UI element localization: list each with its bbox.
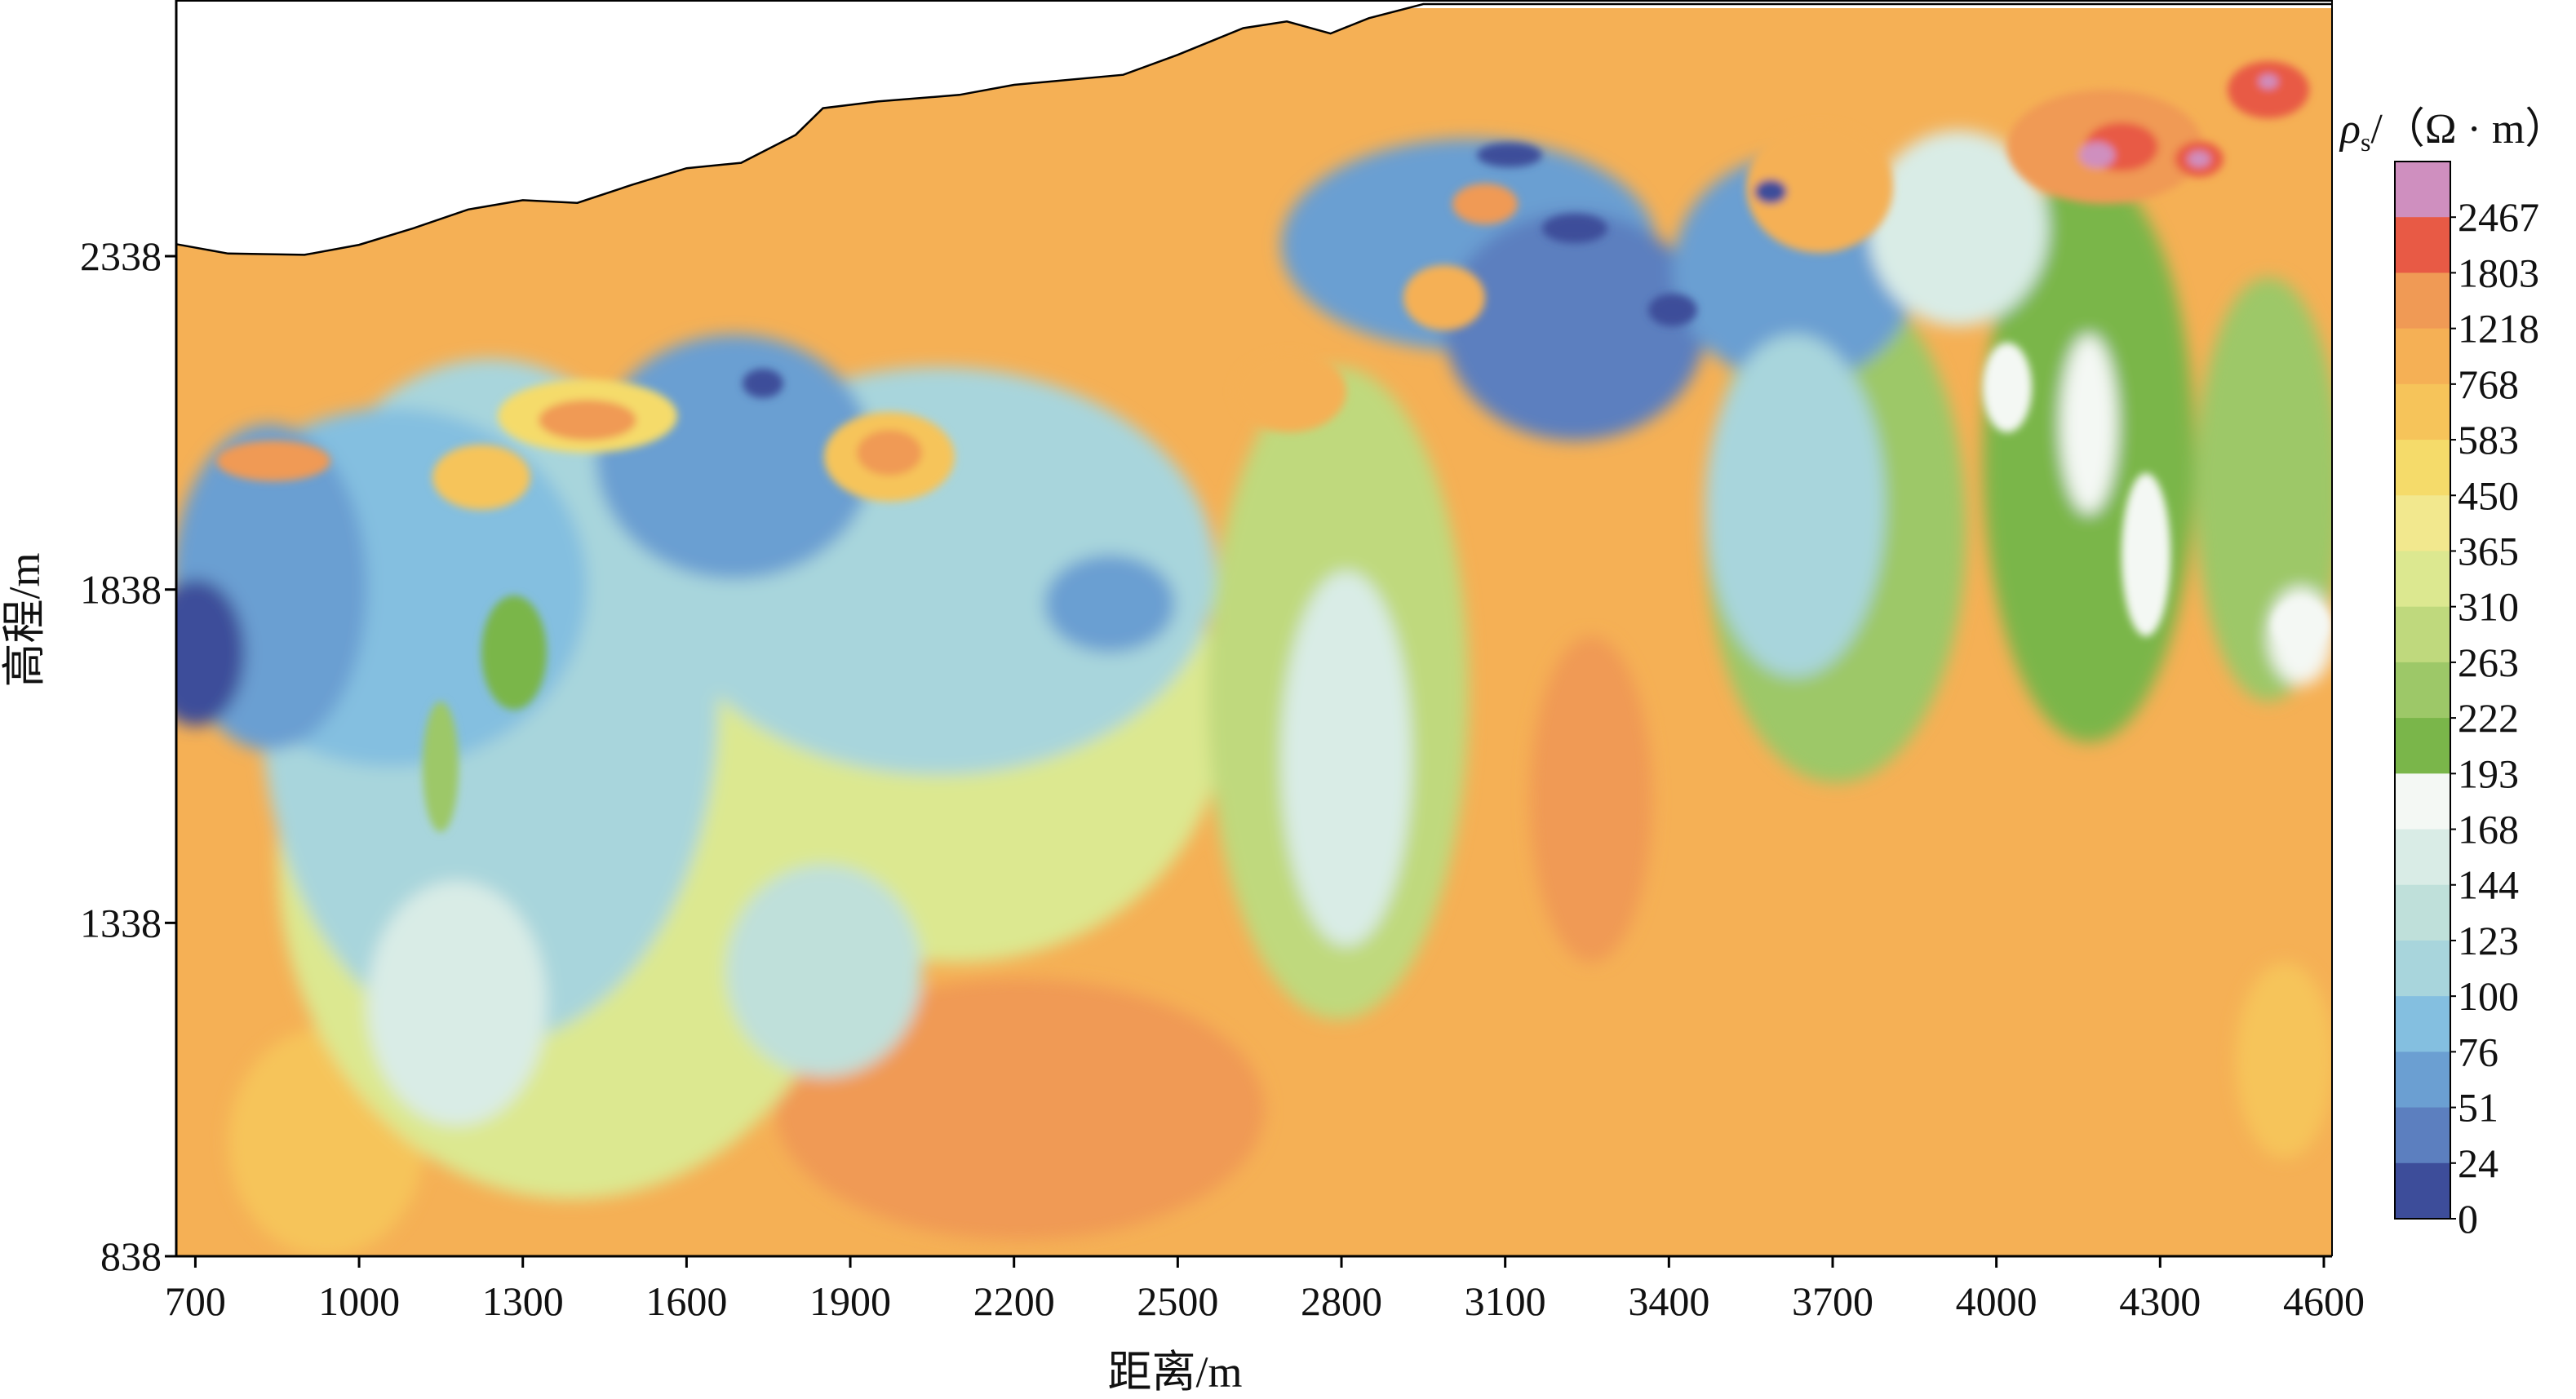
colorbar-swatches <box>2395 162 2450 1220</box>
x-tick-label: 2800 <box>1301 1278 1382 1324</box>
colorbar-swatch <box>2395 662 2450 719</box>
x-tick-label: 700 <box>165 1278 226 1324</box>
colorbar-level-label: 263 <box>2458 640 2519 685</box>
x-axis-title: 距离/m <box>1107 1348 1242 1397</box>
colorbar-swatch <box>2395 272 2450 330</box>
colorbar-level-label: 51 <box>2458 1085 2498 1131</box>
x-tick-label: 1300 <box>482 1278 564 1324</box>
y-axis-title: 高程/m <box>0 552 49 687</box>
colorbar-level-label: 0 <box>2458 1196 2478 1242</box>
colorbar-level-label: 222 <box>2458 695 2519 741</box>
x-tick-label: 3400 <box>1628 1278 1709 1324</box>
colorbar-level-label: 310 <box>2458 584 2519 630</box>
colorbar-legend: ρs/（Ω · m） 2467 1803 1218 768 583 450 365 310 26… <box>2339 106 2567 1242</box>
colorbar-swatch <box>2395 606 2450 663</box>
colorbar-level-label: 123 <box>2458 918 2519 963</box>
colorbar-swatch <box>2395 773 2450 830</box>
colorbar-swatch <box>2395 551 2450 608</box>
colorbar-title-symbol: ρ <box>2339 106 2361 153</box>
resistivity-field <box>176 8 2332 1256</box>
colorbar-swatch <box>2395 383 2450 441</box>
y-ticks: 838 1338 1838 2338 <box>80 233 176 1279</box>
colorbar-swatch <box>2395 440 2450 496</box>
terrain-profile-line <box>175 2 2332 256</box>
x-tick-label: 3100 <box>1465 1278 1546 1324</box>
colorbar-swatch <box>2395 1162 2450 1220</box>
colorbar-level-label: 583 <box>2458 417 2519 463</box>
colorbar-level-label: 365 <box>2458 528 2519 573</box>
colorbar-level-label: 24 <box>2458 1140 2498 1186</box>
y-tick-label: 838 <box>100 1233 162 1279</box>
colorbar-frame <box>2394 161 2451 1220</box>
x-tick-label: 4600 <box>2283 1278 2365 1324</box>
colorbar-swatch <box>2395 328 2450 385</box>
x-tick-label: 2200 <box>973 1278 1055 1324</box>
y-tick-label: 1838 <box>80 567 162 613</box>
colorbar-level-label: 168 <box>2458 807 2519 852</box>
colorbar-swatch <box>2395 996 2450 1052</box>
x-tick-label: 2500 <box>1137 1278 1218 1324</box>
colorbar-title: ρs/（Ω · m） <box>2339 106 2567 157</box>
colorbar-level-label: 193 <box>2458 750 2519 796</box>
colorbar-swatch <box>2395 1051 2450 1109</box>
colorbar-swatch <box>2395 940 2450 997</box>
colorbar-title-subscript: s <box>2361 127 2370 157</box>
colorbar-swatch <box>2395 884 2450 941</box>
colorbar-swatch <box>2395 495 2450 551</box>
colorbar-swatch <box>2395 1107 2450 1164</box>
x-tick-label: 1600 <box>645 1278 727 1324</box>
x-tick-label: 4000 <box>1956 1278 2037 1324</box>
x-ticks: 700 1000 1300 1600 1900 2200 2500 2800 3100 3400 3… <box>165 1256 2365 1324</box>
x-tick-label: 4300 <box>2119 1278 2201 1324</box>
colorbar-level-label: 768 <box>2458 361 2519 407</box>
colorbar-labels: 2467 1803 1218 768 583 450 365 310 263 222 193 168 1… <box>2450 194 2539 1242</box>
x-tick-label: 3700 <box>1792 1278 1873 1324</box>
colorbar-level-label: 2467 <box>2458 194 2539 240</box>
colorbar-swatch <box>2395 217 2450 273</box>
y-tick-label: 1338 <box>80 900 162 945</box>
colorbar-level-label: 1803 <box>2458 250 2539 295</box>
colorbar-level-label: 1218 <box>2458 306 2539 352</box>
colorbar-level-label: 76 <box>2458 1029 2498 1074</box>
colorbar-level-label: 100 <box>2458 973 2519 1019</box>
colorbar-swatch <box>2395 718 2450 774</box>
colorbar-swatch <box>2395 162 2450 218</box>
colorbar-level-label: 144 <box>2458 862 2519 908</box>
x-tick-label: 1000 <box>318 1278 400 1324</box>
x-tick-label: 1900 <box>809 1278 891 1324</box>
colorbar-swatch <box>2395 829 2450 886</box>
y-tick-label: 2338 <box>80 233 162 279</box>
axes <box>175 0 2333 1258</box>
colorbar-level-label: 450 <box>2458 472 2519 518</box>
colorbar-title-unit: /（Ω · m） <box>2370 106 2567 153</box>
